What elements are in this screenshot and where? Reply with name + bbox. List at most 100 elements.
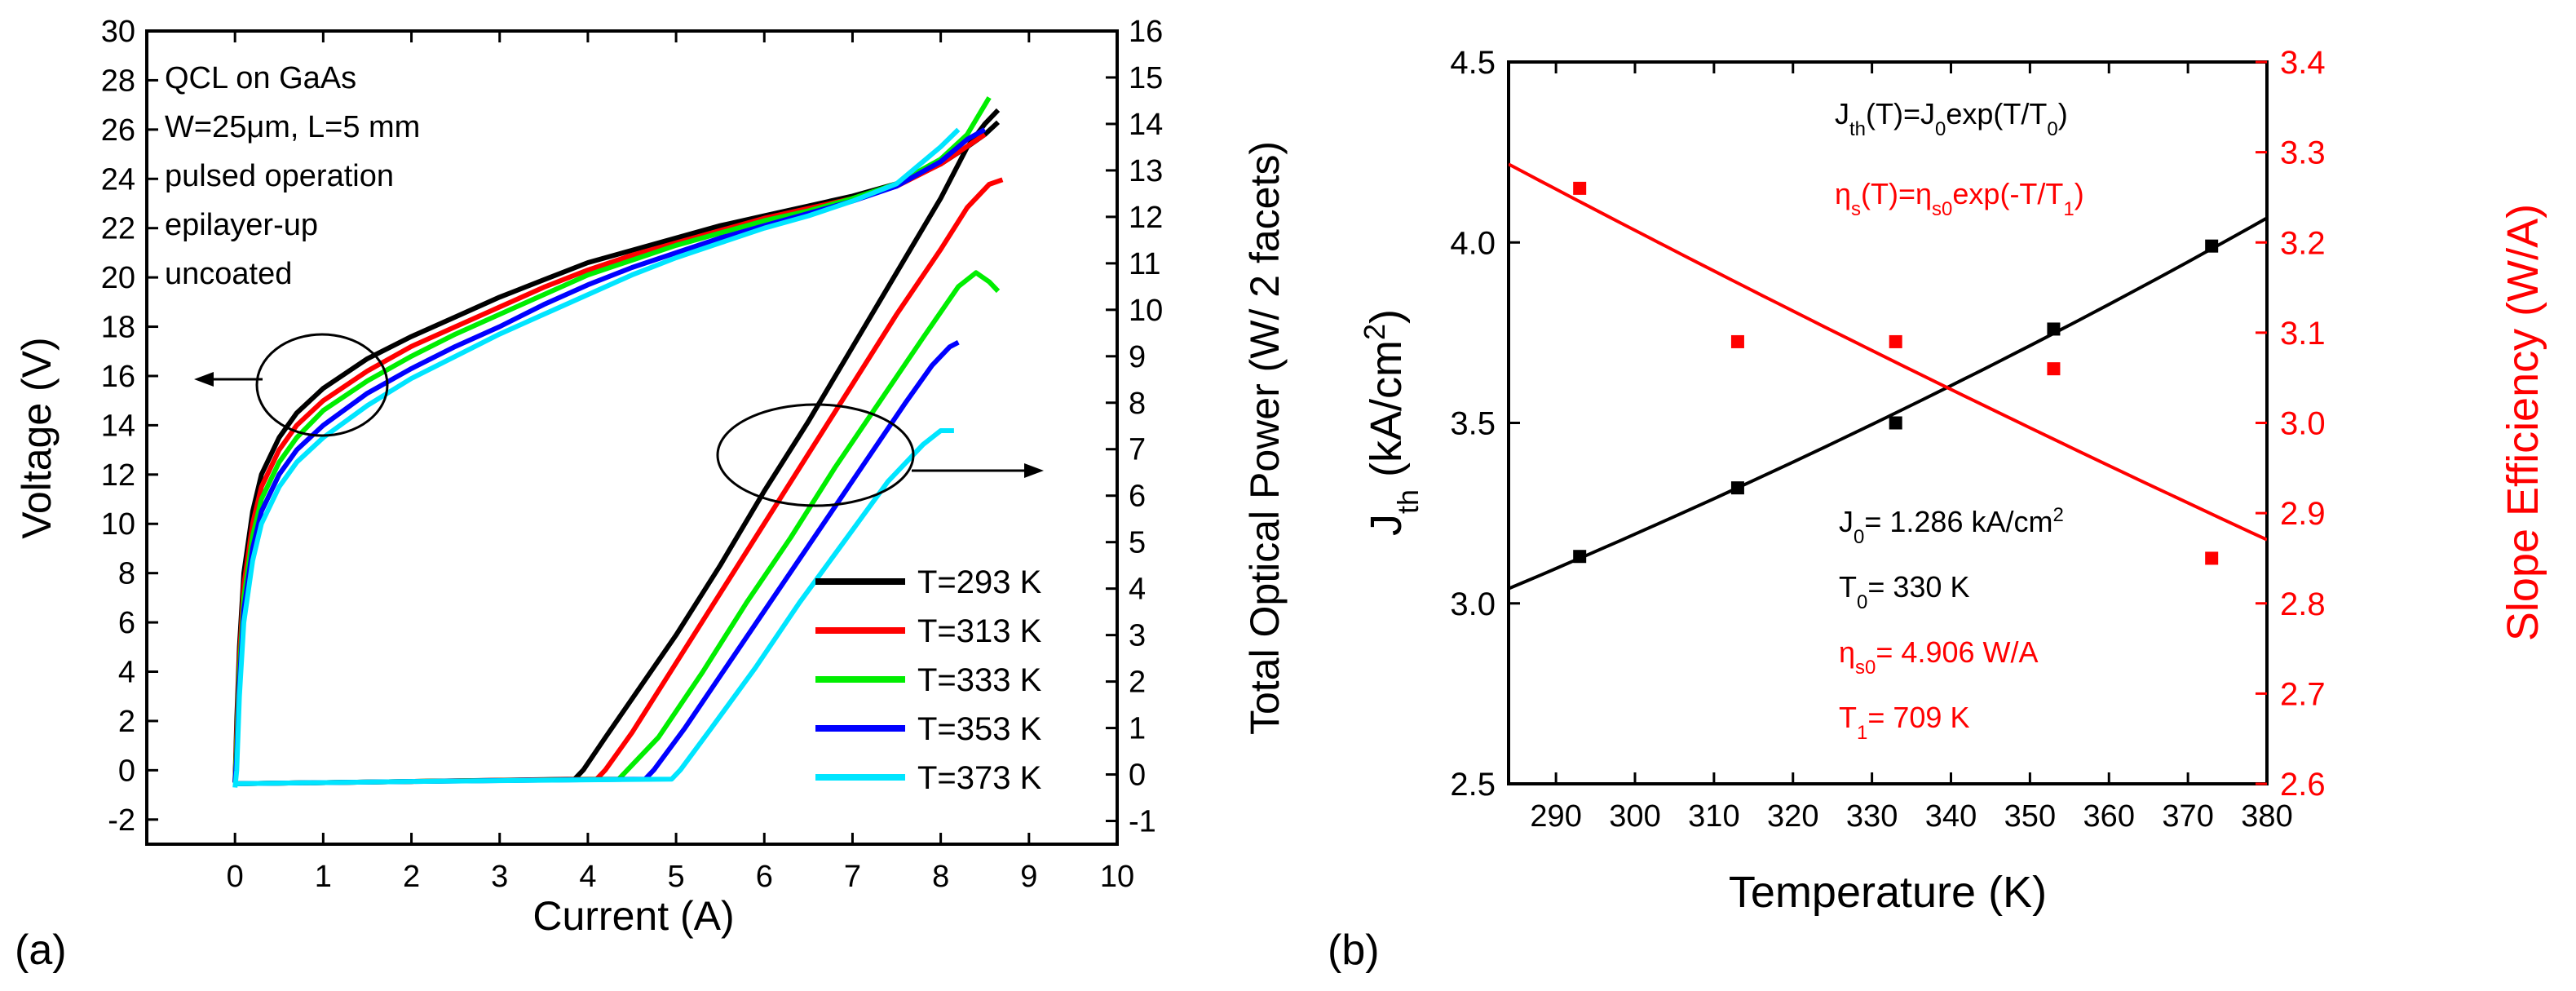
b-ytick-right-label: 2.6 [2280, 767, 2326, 803]
a-xtick-label: 0 [227, 860, 244, 894]
b-ytick-left-label: 4.5 [1450, 45, 1496, 81]
panel-b-label: (b) [1328, 927, 1380, 974]
power-curve-1 [235, 177, 1004, 786]
a-ytick-left-label: 8 [118, 557, 135, 591]
voltage-axis-arrowhead [194, 372, 214, 387]
b-ytick-right-label: 3.0 [2280, 406, 2326, 442]
data-point-0 [2205, 239, 2219, 253]
annotation-line-2: W=25μm, L=5 mm [165, 110, 420, 144]
a-ytick-right-label: 9 [1129, 340, 1146, 374]
a-xtick-label: 5 [668, 860, 685, 894]
chart-a-xlabel: Current (A) [532, 893, 734, 939]
a-ytick-right-label: 5 [1129, 526, 1146, 560]
annotation-line-3: pulsed operation [165, 159, 394, 193]
formula-jth: Jth(T)=J0exp(T/T0) [1835, 97, 2068, 140]
b-ytick-right-label: 2.9 [2280, 496, 2326, 532]
data-point-1 [1573, 181, 1587, 195]
threshold-slope-chart: 290 300 310 320 330 340 350 360 370 380 2.5 3.0 3.5 4… [1358, 45, 2548, 917]
chart-a-axis-pointers [208, 333, 1029, 507]
a-ytick-left-label: 2 [118, 705, 135, 739]
iv-li-chart: 0 1 2 3 4 5 6 7 8 9 10-202468101214161820222426283… [14, 15, 1288, 939]
a-ytick-right-label: 3 [1129, 619, 1146, 653]
a-ytick-left-label: 22 [101, 212, 135, 246]
a-ytick-right-label: 11 [1129, 247, 1160, 281]
a-xtick-label: 6 [756, 860, 773, 894]
b-xtick-label: 340 [1925, 799, 1977, 834]
annotation-line-4: epilayer-up [165, 208, 318, 242]
legend-label: T=293 K [917, 564, 1042, 600]
chart-a-curves [232, 96, 1004, 788]
a-ytick-left-label: 20 [101, 261, 135, 295]
legend-label: T=313 K [917, 613, 1042, 649]
chart-a-ylabel-right: Total Optical Power (W/ 2 facets) [1242, 141, 1288, 735]
formula-eta: ηs(T)=ηs0exp(-T/T1) [1835, 177, 2084, 220]
a-ytick-left-label: 14 [101, 409, 135, 443]
chart-b-frame [1507, 60, 2269, 785]
b-xtick-label: 360 [2083, 799, 2135, 834]
data-point-0 [1573, 550, 1587, 564]
a-ytick-left-label: 30 [101, 15, 135, 49]
voltage-curve-ellipse [255, 333, 389, 437]
chart-a-ticks: 0 1 2 3 4 5 6 7 8 9 10-202468101214161820222426283… [101, 15, 1164, 894]
legend-label: T=373 K [917, 760, 1042, 796]
b-xtick-label: 300 [1609, 799, 1660, 834]
a-xtick-label: 1 [315, 860, 332, 894]
b-xtick-label: 330 [1846, 799, 1898, 834]
b-ytick-left-label: 3.0 [1450, 586, 1496, 622]
a-ytick-right-label: 8 [1129, 387, 1146, 421]
a-ytick-left-label: 10 [101, 507, 135, 542]
voltage-curve-0 [232, 120, 1001, 783]
chart-b-ylabel-right: Slope Efficiency (W/A) [2499, 204, 2547, 641]
a-ytick-right-label: 10 [1129, 294, 1163, 328]
a-ytick-left-label: 24 [101, 162, 135, 197]
a-ytick-right-label: 1 [1129, 712, 1146, 746]
annotation-line-1: QCL on GaAs [165, 61, 356, 95]
data-point-0 [2047, 322, 2061, 336]
chart-b-xlabel: Temperature (K) [1729, 868, 2047, 917]
a-xtick-label: 9 [1020, 860, 1037, 894]
a-ytick-left-label: 26 [101, 113, 135, 148]
a-ytick-left-label: 12 [101, 458, 135, 493]
a-ytick-right-label: 13 [1129, 154, 1163, 188]
b-xtick-label: 380 [2241, 799, 2292, 834]
data-point-1 [2047, 362, 2061, 376]
a-ytick-left-label: 4 [118, 656, 135, 690]
a-ytick-right-label: -1 [1129, 805, 1156, 839]
a-ytick-left-label: 6 [118, 606, 135, 640]
a-ytick-right-label: 14 [1129, 108, 1163, 142]
a-ytick-left-label: 0 [118, 754, 135, 788]
param-t0: T0= 330 K [1839, 570, 1969, 613]
panel-a-label: (a) [15, 927, 67, 974]
b-xtick-label: 320 [1767, 799, 1818, 834]
chart-b-plot [1509, 162, 2267, 591]
param-eta: ηs0= 4.906 W/A [1839, 635, 2039, 679]
chart-b-ylabel-left: Jth (kA/cm2) [1358, 309, 1425, 536]
data-point-1 [1889, 334, 1902, 348]
a-xtick-label: 10 [1100, 860, 1134, 894]
annotation-line-5: uncoated [165, 257, 292, 291]
a-ytick-right-label: 2 [1129, 666, 1146, 700]
a-ytick-right-label: 4 [1129, 573, 1146, 607]
b-ytick-left-label: 2.5 [1450, 767, 1496, 803]
a-ytick-left-label: 28 [101, 64, 135, 98]
a-ytick-right-label: 7 [1129, 433, 1146, 467]
b-ytick-right-label: 2.8 [2280, 586, 2326, 622]
voltage-curve-4 [232, 127, 961, 788]
data-point-0 [1889, 416, 1902, 430]
b-ytick-left-label: 4.0 [1450, 225, 1496, 261]
b-xtick-label: 350 [2004, 799, 2056, 834]
a-ytick-right-label: 15 [1129, 61, 1163, 95]
a-xtick-label: 7 [844, 860, 861, 894]
a-ytick-left-label: -2 [108, 803, 135, 838]
a-ytick-right-label: 16 [1129, 15, 1163, 49]
power-curve-4 [235, 428, 954, 786]
a-ytick-right-label: 6 [1129, 480, 1146, 514]
power-axis-arrowhead [1024, 463, 1044, 478]
b-ytick-right-label: 3.3 [2280, 135, 2326, 171]
chart-a-ylabel-left: Voltage (V) [14, 337, 60, 538]
b-ytick-right-label: 3.2 [2280, 225, 2326, 261]
legend-label: T=353 K [917, 711, 1042, 747]
b-ytick-right-label: 3.4 [2280, 45, 2326, 81]
fit-line-1 [1509, 162, 2267, 542]
fit-line-0 [1509, 216, 2267, 591]
